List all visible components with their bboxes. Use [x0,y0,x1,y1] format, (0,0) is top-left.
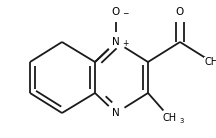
Text: −: − [122,9,129,18]
Text: N: N [112,108,120,118]
Text: N: N [112,37,120,47]
Text: 3: 3 [180,118,184,124]
Text: CH: CH [205,57,216,67]
Text: CH: CH [163,113,177,123]
Text: O: O [176,7,184,17]
Text: +: + [122,39,129,48]
Text: O: O [112,7,120,17]
